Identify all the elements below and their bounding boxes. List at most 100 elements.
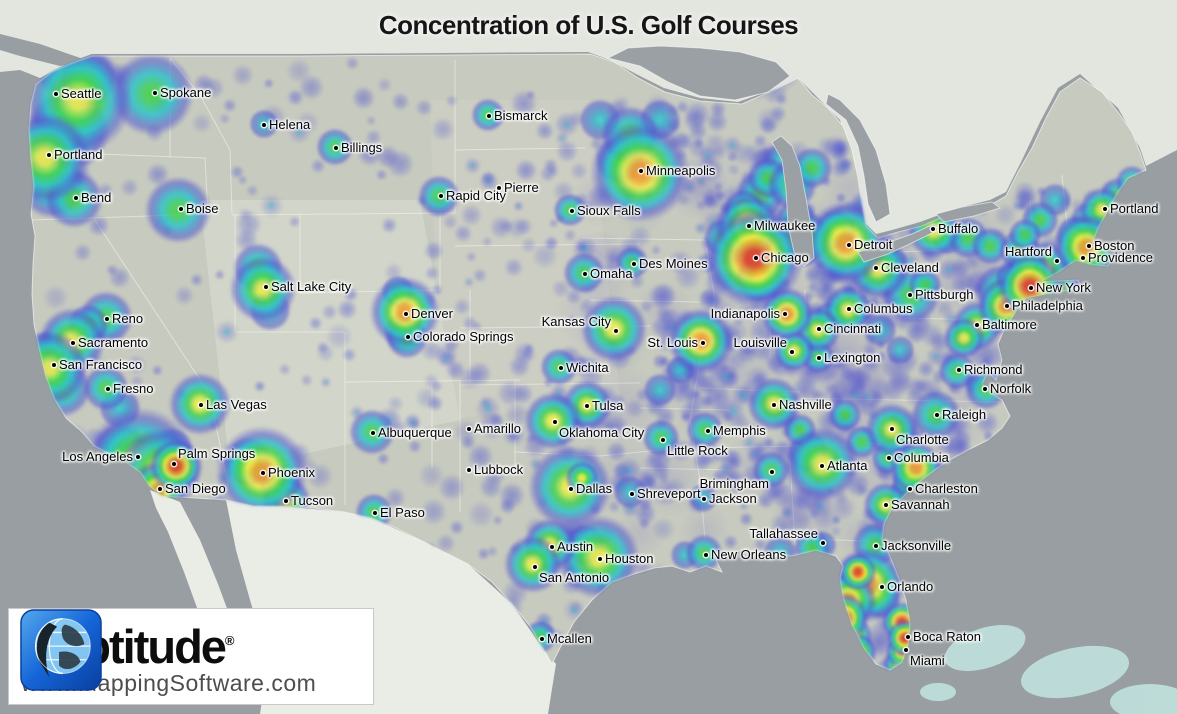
city-dot	[106, 387, 110, 391]
city-dot	[467, 427, 471, 431]
city-dot	[598, 557, 602, 561]
city-label: Savannah	[891, 497, 950, 512]
city-label: San Antonio	[539, 570, 610, 585]
city-dot	[553, 420, 557, 424]
city-label: Detroit	[854, 237, 893, 252]
city-label: Spokane	[160, 85, 212, 100]
city-dot	[770, 470, 774, 474]
city-dot	[264, 285, 268, 289]
city-dot	[487, 114, 491, 118]
city-label: Atlanta	[827, 458, 868, 473]
city-dot	[569, 487, 573, 491]
city-dot	[821, 541, 825, 545]
city-label: Los Angeles	[62, 449, 133, 464]
city-dot	[887, 456, 891, 460]
city-dot	[1103, 207, 1107, 211]
lake-michigan	[771, 135, 815, 267]
city-label: Tulsa	[592, 398, 624, 413]
city-label: New Orleans	[711, 547, 787, 562]
city-label: Boca Raton	[913, 629, 981, 644]
city-label: Colorado Springs	[413, 329, 514, 344]
city-label: Phoenix	[268, 465, 315, 480]
city-label: Portland	[1110, 201, 1159, 216]
city-dot	[935, 413, 939, 417]
city-label: Austin	[557, 539, 594, 554]
city-dot	[908, 293, 912, 297]
city-label: Jackson	[709, 491, 757, 506]
city-dot	[890, 427, 894, 431]
city-dot	[661, 438, 665, 442]
city-dot	[52, 363, 56, 367]
city-dot	[404, 312, 408, 316]
city-dot	[559, 366, 563, 370]
city-dot	[284, 499, 288, 503]
city-label: Indianapolis	[710, 306, 780, 321]
city-label: Orlando	[887, 579, 934, 594]
city-label: Kansas City	[541, 314, 611, 329]
city-dot	[585, 404, 589, 408]
city-label: Charleston	[915, 481, 978, 496]
city-dot	[153, 91, 157, 95]
city-label: Columbia	[894, 450, 949, 465]
city-label: Sacramento	[78, 335, 149, 350]
city-label: Memphis	[713, 423, 766, 438]
city-label: Wichita	[566, 360, 609, 375]
city-label: Billings	[341, 140, 383, 155]
city-dot	[1029, 286, 1033, 290]
city-dot	[983, 387, 987, 391]
city-label: Hartford	[1005, 244, 1052, 259]
city-dot	[817, 327, 821, 331]
city-dot	[199, 403, 203, 407]
city-label: Seattle	[61, 86, 102, 101]
city-label: Boise	[186, 201, 219, 216]
city-dot	[704, 553, 708, 557]
city-label: Brimingham	[699, 476, 769, 491]
city-label: Miami	[910, 653, 945, 668]
city-label: El Paso	[380, 505, 425, 520]
city-label: Buffalo	[938, 221, 979, 236]
city-label: Philadelphia	[1012, 298, 1083, 313]
city-dot	[701, 341, 705, 345]
city-label: Omaha	[590, 266, 633, 281]
city-label: Albuquerque	[378, 425, 452, 440]
city-label: Charlotte	[896, 432, 949, 447]
city-dot	[540, 637, 544, 641]
map-title: Concentration of U.S. Golf Courses	[378, 10, 799, 40]
city-dot	[630, 492, 634, 496]
city-label: Sioux Falls	[577, 203, 641, 218]
city-dot	[497, 186, 501, 190]
city-dot	[172, 462, 176, 466]
city-label: Houston	[605, 551, 654, 566]
city-label: Lubbock	[474, 462, 524, 477]
city-dot	[334, 146, 338, 150]
city-dot	[702, 497, 706, 501]
city-label: Boston	[1094, 238, 1135, 253]
city-dot	[754, 256, 758, 260]
city-dot	[467, 468, 471, 472]
city-label: Rapid City	[446, 188, 506, 203]
city-label: Mcallen	[547, 631, 592, 646]
city-dot	[74, 196, 78, 200]
city-dot	[706, 429, 710, 433]
city-label: Dallas	[576, 481, 613, 496]
city-dot	[931, 227, 935, 231]
city-dot	[373, 511, 377, 515]
city-dot	[71, 341, 75, 345]
city-dot	[847, 243, 851, 247]
city-label: Bend	[81, 190, 112, 205]
city-label: Raleigh	[942, 407, 987, 422]
globe-head-icon	[20, 609, 102, 691]
city-label: Richmond	[964, 362, 1023, 377]
city-dot	[908, 487, 912, 491]
city-dot	[614, 329, 618, 333]
city-label: Reno	[112, 311, 144, 326]
city-label: Baltimore	[982, 317, 1037, 332]
city-label: Shreveport	[637, 486, 701, 501]
city-dot	[1055, 259, 1059, 263]
city-label: Norfolk	[990, 381, 1032, 396]
city-label: Denver	[411, 306, 453, 321]
city-dot	[54, 92, 58, 96]
city-dot	[820, 464, 824, 468]
city-label: Pierre	[504, 180, 539, 195]
